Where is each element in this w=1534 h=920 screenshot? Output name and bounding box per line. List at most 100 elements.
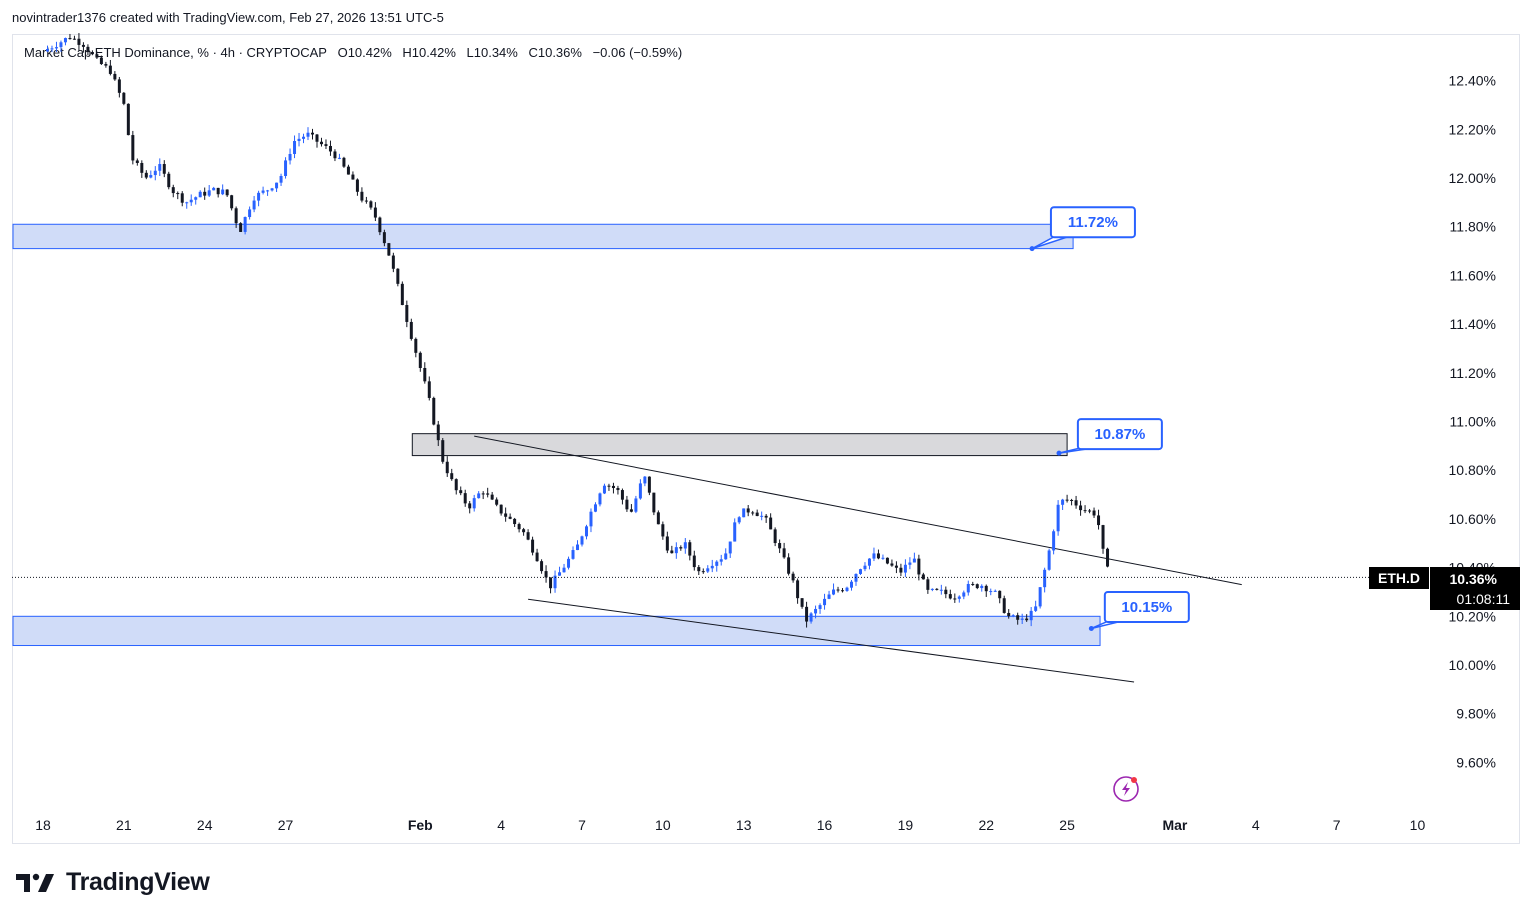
candle[interactable] — [661, 521, 665, 540]
candle[interactable] — [293, 135, 297, 159]
candle[interactable] — [212, 186, 216, 191]
candle[interactable] — [1029, 607, 1033, 627]
candle[interactable] — [360, 187, 364, 203]
candle[interactable] — [279, 173, 283, 186]
candle[interactable] — [180, 191, 184, 207]
candle[interactable] — [162, 160, 166, 178]
candle[interactable] — [436, 420, 440, 447]
candle[interactable] — [814, 605, 818, 619]
symbol-description[interactable]: Market Cap ETH Dominance, % · 4h · CRYPT… — [24, 45, 327, 60]
candle[interactable] — [459, 486, 463, 496]
candle[interactable] — [858, 568, 862, 575]
candle[interactable] — [517, 522, 521, 533]
candle[interactable] — [706, 565, 710, 574]
candle[interactable] — [373, 202, 377, 222]
candle[interactable] — [463, 489, 467, 507]
candle[interactable] — [670, 545, 674, 554]
candle[interactable] — [697, 564, 701, 575]
candle[interactable] — [302, 133, 306, 144]
candle[interactable] — [930, 588, 934, 592]
candle[interactable] — [625, 495, 629, 512]
candle[interactable] — [593, 502, 597, 513]
candle[interactable] — [108, 59, 112, 76]
candle[interactable] — [535, 548, 539, 562]
candle[interactable] — [257, 190, 261, 207]
candle[interactable] — [746, 504, 750, 517]
candle[interactable] — [935, 588, 939, 591]
candle[interactable] — [63, 37, 67, 46]
candle[interactable] — [760, 511, 764, 521]
candle[interactable] — [481, 491, 485, 500]
candle[interactable] — [890, 559, 894, 567]
candle[interactable] — [144, 170, 148, 180]
candle[interactable] — [665, 531, 669, 554]
candle[interactable] — [427, 376, 431, 401]
candle[interactable] — [692, 550, 696, 571]
candle[interactable] — [728, 541, 732, 558]
candle[interactable] — [1034, 600, 1038, 613]
candle[interactable] — [836, 586, 840, 593]
candle[interactable] — [198, 190, 202, 198]
candle[interactable] — [1011, 614, 1015, 618]
candle[interactable] — [1092, 507, 1096, 518]
candle[interactable] — [167, 171, 171, 190]
candle[interactable] — [674, 542, 678, 559]
candle[interactable] — [827, 590, 831, 600]
candle[interactable] — [769, 513, 773, 530]
candle[interactable] — [486, 487, 490, 498]
candle[interactable] — [508, 513, 512, 520]
candle[interactable] — [337, 153, 341, 160]
candle[interactable] — [131, 130, 135, 165]
candle[interactable] — [468, 501, 472, 514]
candle[interactable] — [77, 33, 81, 51]
candle[interactable] — [1088, 508, 1092, 514]
candle[interactable] — [724, 548, 728, 560]
candle[interactable] — [823, 593, 827, 610]
candle[interactable] — [867, 558, 871, 570]
candle[interactable] — [841, 588, 845, 593]
candle[interactable] — [1020, 613, 1024, 625]
resistance-zone[interactable] — [411, 433, 1068, 457]
candle[interactable] — [378, 216, 382, 236]
candle[interactable] — [966, 580, 970, 596]
candle[interactable] — [607, 483, 611, 491]
candle[interactable] — [809, 612, 813, 624]
candle[interactable] — [912, 552, 916, 563]
candle[interactable] — [715, 560, 719, 572]
candle[interactable] — [531, 536, 535, 556]
candle[interactable] — [647, 476, 651, 496]
candle[interactable] — [171, 184, 175, 198]
candle[interactable] — [984, 584, 988, 597]
candle[interactable] — [971, 581, 975, 586]
candle[interactable] — [266, 189, 270, 196]
candle[interactable] — [346, 164, 350, 175]
candle[interactable] — [957, 595, 961, 603]
candle[interactable] — [207, 185, 211, 198]
candle[interactable] — [652, 492, 656, 516]
mid-zone-callout[interactable]: 10.87% — [1056, 418, 1163, 456]
candle[interactable] — [755, 509, 759, 517]
candle[interactable] — [953, 593, 957, 603]
candle[interactable] — [149, 170, 153, 179]
candle[interactable] — [90, 50, 94, 56]
candle[interactable] — [297, 132, 301, 147]
candle[interactable] — [252, 195, 256, 213]
candle[interactable] — [975, 583, 979, 590]
lower-support-zone[interactable] — [12, 615, 1101, 647]
candle[interactable] — [921, 572, 925, 580]
candle[interactable] — [1016, 612, 1020, 625]
candle[interactable] — [584, 524, 588, 540]
candle[interactable] — [701, 568, 705, 574]
candle[interactable] — [81, 42, 85, 53]
candle[interactable] — [1007, 609, 1011, 619]
candle[interactable] — [513, 517, 517, 527]
candle[interactable] — [140, 160, 144, 178]
candle[interactable] — [248, 206, 252, 220]
candle[interactable] — [499, 504, 503, 516]
upper-trendline[interactable] — [474, 435, 1242, 586]
candle[interactable] — [589, 508, 593, 533]
candle[interactable] — [315, 134, 319, 148]
candle[interactable] — [1052, 529, 1056, 555]
candle[interactable] — [1083, 505, 1087, 514]
candle[interactable] — [45, 45, 49, 53]
